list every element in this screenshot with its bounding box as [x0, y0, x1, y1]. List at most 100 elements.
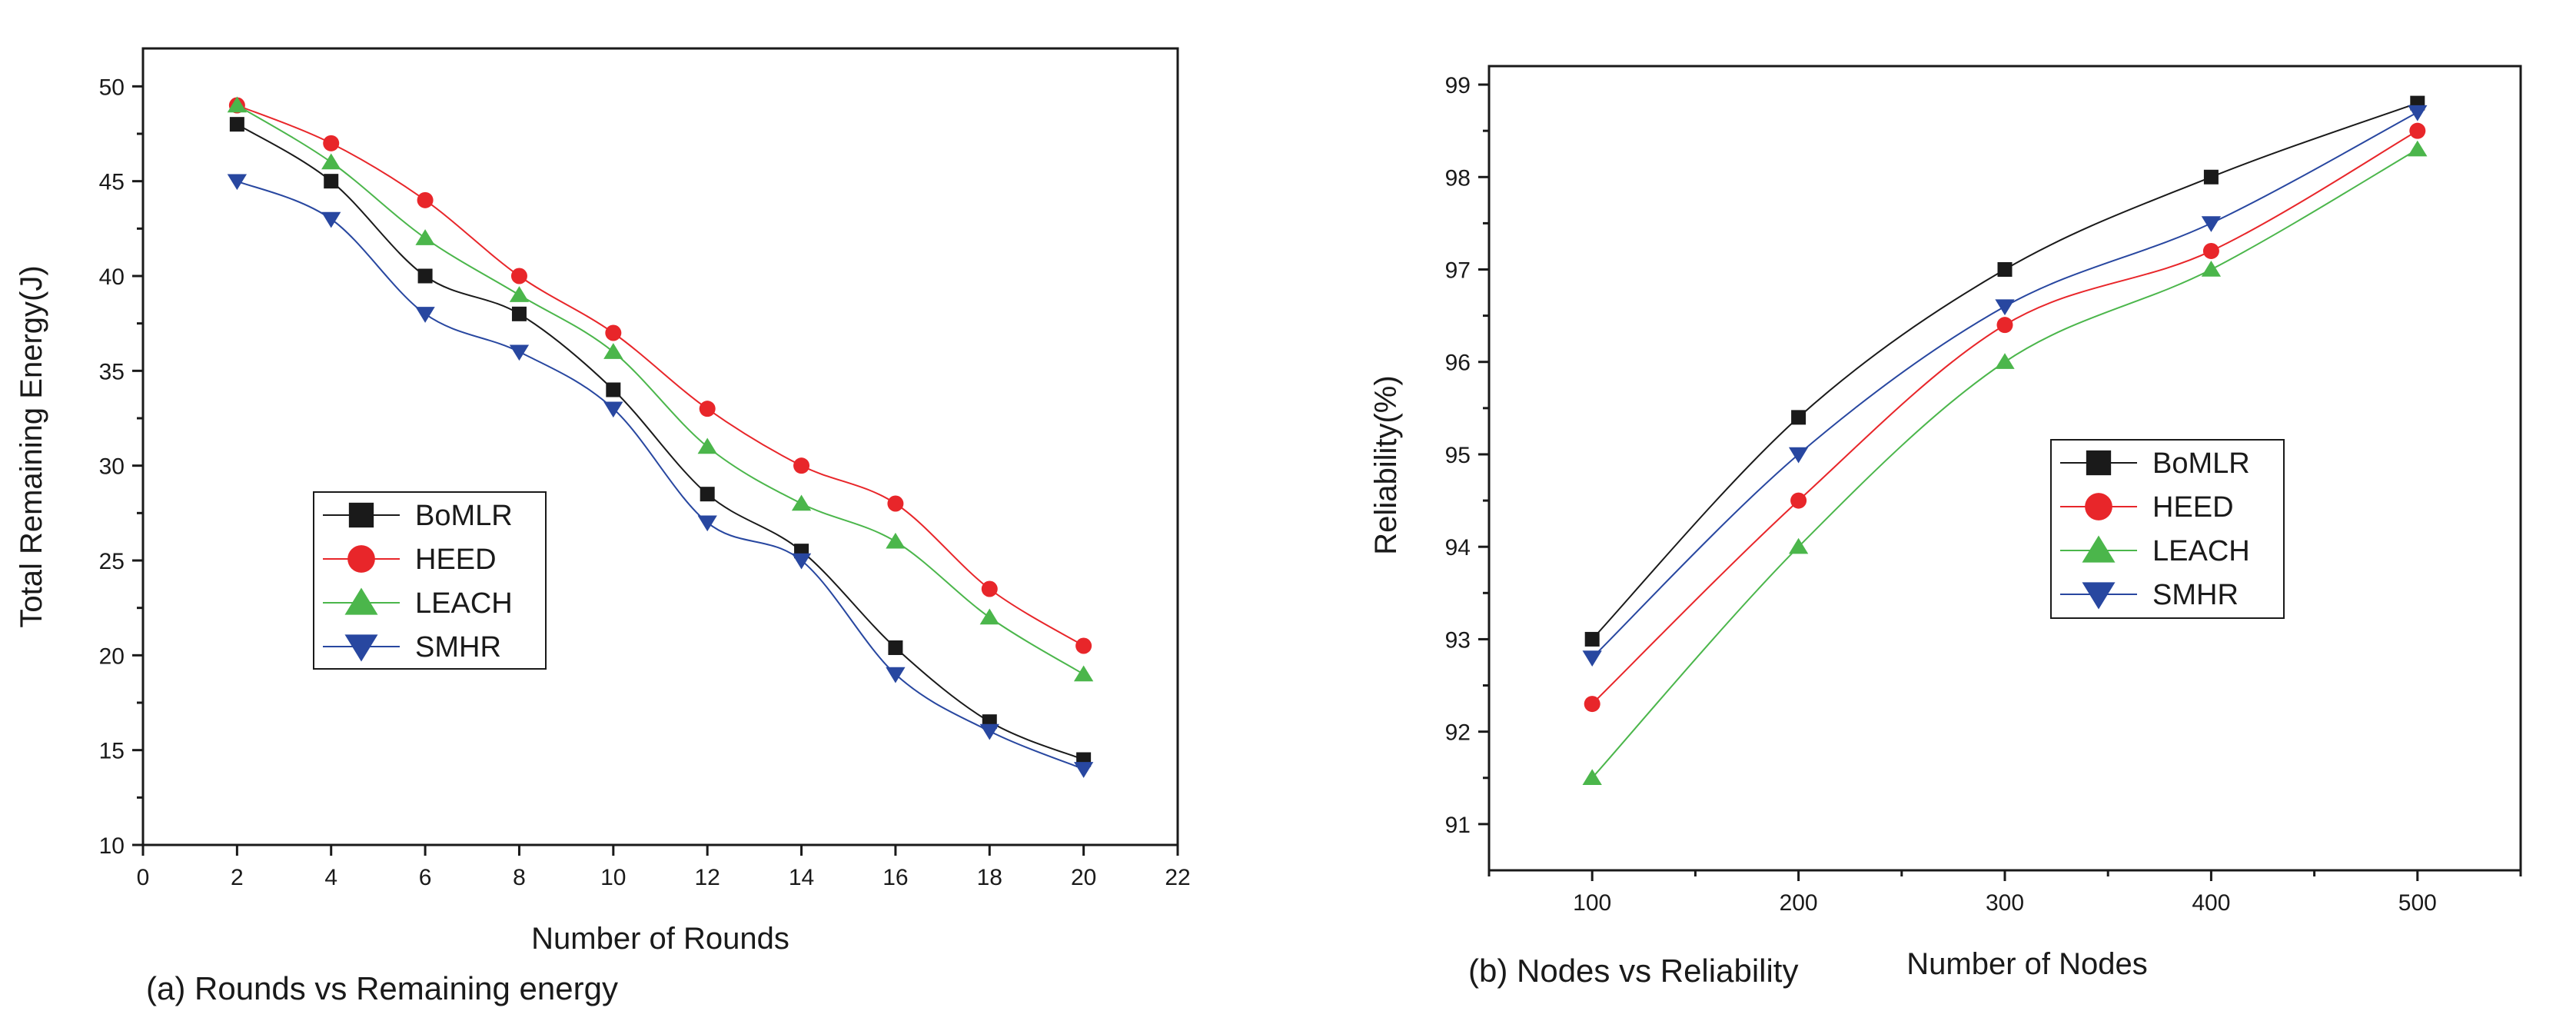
legend-label: HEED — [415, 544, 497, 576]
data-point-heed — [1790, 492, 1807, 509]
data-point-heed — [510, 268, 527, 284]
legend-marker-heed — [347, 545, 375, 573]
y-tick-label: 30 — [99, 454, 125, 480]
data-point-leach — [321, 153, 341, 170]
legend-label: LEACH — [2152, 535, 2250, 567]
figure-caption: (a) Rounds vs Remaining energy — [146, 970, 618, 1006]
data-point-leach — [2408, 140, 2428, 157]
data-point-heed — [2409, 122, 2426, 139]
y-tick-label: 95 — [1445, 443, 1471, 468]
x-tick-label: 20 — [1071, 865, 1096, 890]
data-point-smhr — [2408, 105, 2428, 121]
series-line-heed — [1591, 130, 2418, 705]
series-line-leach — [1591, 148, 2418, 779]
y-tick-label: 93 — [1445, 627, 1471, 653]
y-tick-label: 50 — [99, 75, 125, 100]
data-point-bomlr — [1791, 410, 1807, 425]
data-point-leach — [1073, 665, 1094, 682]
x-tick-label: 10 — [600, 865, 626, 890]
data-point-smhr — [227, 174, 248, 191]
data-point-smhr — [509, 344, 530, 361]
data-point-leach — [2201, 261, 2222, 277]
data-point-smhr — [979, 723, 999, 740]
data-point-heed — [699, 401, 716, 417]
x-tick-label: 16 — [882, 865, 908, 890]
y-tick-label: 15 — [99, 739, 125, 764]
x-tick-label: 14 — [789, 865, 814, 890]
y-tick-label: 96 — [1445, 351, 1471, 376]
legend-marker-smhr — [2082, 582, 2116, 610]
data-point-leach — [886, 532, 906, 549]
chart-b-nodes-vs-reliability: 100 200 300 400 500 91 92 93 94 95 96 97 98 99 Number … — [1369, 65, 2522, 989]
data-point-bomlr — [324, 174, 339, 189]
data-point-bomlr — [511, 306, 527, 321]
series-line-bomlr — [236, 123, 1085, 760]
x-tick-label: 22 — [1165, 865, 1190, 890]
x-tick-label: 18 — [977, 865, 1002, 890]
legend-label: BoMLR — [415, 500, 513, 532]
y-tick-label: 91 — [1445, 813, 1471, 838]
data-point-heed — [605, 324, 622, 341]
y-tick-label: 92 — [1445, 720, 1471, 746]
plot-frame — [1487, 65, 2522, 872]
series-line-bomlr — [1591, 102, 2418, 640]
x-tick-label: 200 — [1780, 890, 1818, 916]
legend-marker-heed — [2085, 493, 2112, 520]
x-tick-label: 400 — [2192, 890, 2230, 916]
legend-label: LEACH — [415, 587, 513, 620]
data-point-heed — [981, 580, 998, 597]
data-point-leach — [697, 437, 717, 454]
x-tick-label: 300 — [1986, 890, 2024, 916]
data-point-leach — [979, 608, 999, 625]
x-tick-label: 0 — [137, 865, 150, 890]
data-point-leach — [1995, 353, 2015, 369]
data-point-smhr — [603, 401, 623, 418]
x-tick-label: 4 — [324, 865, 337, 890]
data-point-leach — [791, 494, 812, 511]
legend-marker-leach — [2082, 535, 2116, 563]
x-tick-label: 100 — [1573, 890, 1611, 916]
data-point-smhr — [2201, 216, 2222, 232]
data-point-smhr — [321, 211, 341, 228]
x-tick-label: 12 — [694, 865, 720, 890]
data-point-heed — [793, 457, 810, 474]
data-point-heed — [1584, 696, 1600, 713]
legend-item-heed: HEED — [323, 544, 497, 576]
legend-item-smhr: SMHR — [323, 631, 501, 663]
legend: BoMLR HEED LEACH SMHR — [313, 491, 547, 670]
y-tick-label: 10 — [99, 833, 125, 859]
data-point-leach — [509, 286, 530, 302]
legend-item-leach: LEACH — [323, 587, 513, 620]
legend-item-heed: HEED — [2060, 491, 2234, 524]
data-point-bomlr — [1997, 262, 2013, 278]
x-axis-title: Number of Rounds — [531, 922, 789, 956]
x-axis-title: Number of Nodes — [1906, 947, 2147, 981]
series-line-leach — [236, 105, 1085, 675]
y-tick-label: 45 — [99, 170, 125, 195]
data-point-heed — [2202, 242, 2219, 259]
data-point-bomlr — [700, 487, 715, 502]
legend-marker-bomlr — [2086, 450, 2112, 476]
data-point-smhr — [1073, 762, 1094, 778]
y-tick-label: 35 — [99, 359, 125, 384]
data-point-bomlr — [1584, 631, 1600, 647]
data-point-smhr — [1582, 650, 1602, 667]
data-point-heed — [1075, 637, 1092, 654]
legend-label: BoMLR — [2152, 447, 2250, 480]
data-point-leach — [227, 96, 248, 113]
data-point-leach — [415, 229, 435, 245]
legend: BoMLR HEED LEACH SMHR — [2050, 439, 2285, 619]
y-tick-label: 99 — [1445, 73, 1471, 98]
plot-frame — [141, 47, 1179, 846]
data-point-smhr — [697, 515, 717, 532]
data-point-smhr — [1788, 447, 1809, 464]
x-tick-label: 500 — [2398, 890, 2437, 916]
data-point-smhr — [886, 667, 906, 683]
legend-item-bomlr: BoMLR — [2060, 447, 2250, 480]
legend-label: SMHR — [415, 631, 501, 663]
y-tick-label: 20 — [99, 644, 125, 669]
x-tick-label: 2 — [231, 865, 244, 890]
legend-item-smhr: SMHR — [2060, 579, 2239, 611]
legend-marker-leach — [344, 587, 378, 615]
y-tick-label: 40 — [99, 264, 125, 290]
